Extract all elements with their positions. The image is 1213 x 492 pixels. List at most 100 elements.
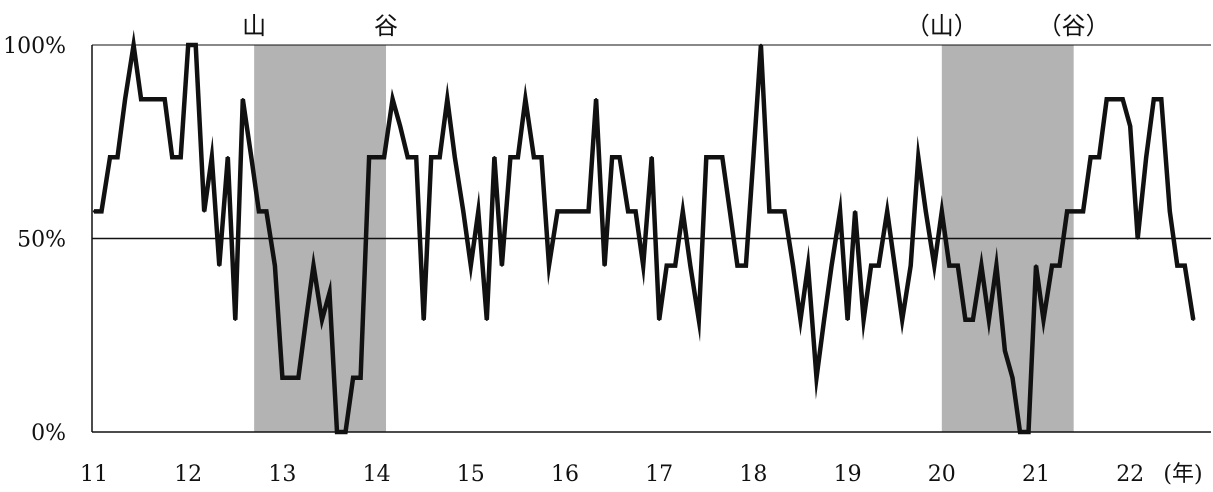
- data-point: [1034, 264, 1038, 267]
- data-point: [775, 210, 779, 213]
- data-point: [618, 156, 621, 159]
- x-tick-label: 21: [1022, 462, 1050, 487]
- data-point: [540, 156, 543, 159]
- data-point: [1121, 98, 1124, 101]
- data-point: [375, 156, 378, 159]
- data-point: [485, 318, 488, 321]
- data-point: [697, 318, 700, 321]
- data-point: [187, 43, 190, 47]
- data-point: [179, 156, 182, 159]
- data-point: [603, 264, 606, 267]
- data-point: [658, 318, 661, 321]
- x-tick-label: 12: [174, 462, 202, 487]
- data-point: [806, 264, 810, 267]
- x-tick-label: 16: [551, 462, 579, 487]
- data-point: [917, 156, 920, 159]
- data-point: [500, 264, 504, 267]
- x-tick-label: 11: [80, 462, 108, 487]
- data-point: [462, 210, 465, 213]
- data-point: [288, 376, 292, 379]
- data-point: [1042, 318, 1045, 321]
- data-point: [768, 210, 771, 213]
- data-point: [1011, 376, 1014, 379]
- data-point: [116, 156, 119, 159]
- x-tick-labels: 11 12 13 14 15 16 17 18 19 20 21 22 (年): [80, 462, 1203, 487]
- data-point: [877, 264, 880, 267]
- data-point: [406, 156, 409, 159]
- data-point: [940, 210, 943, 213]
- data-point: [626, 210, 630, 213]
- data-point: [1192, 318, 1195, 321]
- y-tick-label: 50%: [17, 228, 66, 253]
- data-point: [1081, 210, 1085, 213]
- data-point: [320, 318, 324, 321]
- data-point: [933, 264, 936, 267]
- data-point: [705, 156, 708, 159]
- data-point: [516, 156, 520, 159]
- data-point: [547, 264, 551, 267]
- data-point: [971, 318, 975, 321]
- data-point: [382, 156, 386, 159]
- data-point: [250, 156, 253, 159]
- trough-label-1: 谷: [374, 12, 398, 40]
- data-point: [799, 318, 802, 321]
- data-point: [1074, 210, 1077, 213]
- y-tick-label: 100%: [3, 34, 66, 59]
- data-point: [1136, 237, 1139, 240]
- data-point: [304, 318, 308, 321]
- data-point: [265, 210, 268, 213]
- data-point: [1065, 210, 1069, 213]
- data-point: [744, 264, 748, 267]
- data-point: [257, 210, 261, 213]
- data-point: [359, 376, 362, 379]
- data-point: [524, 98, 527, 101]
- data-point: [163, 98, 166, 101]
- data-point: [367, 156, 371, 159]
- x-tick-label: 22: [1116, 462, 1144, 487]
- data-point: [869, 264, 873, 267]
- data-point: [759, 43, 763, 47]
- data-point: [901, 318, 904, 321]
- data-point: [328, 291, 331, 294]
- data-point: [210, 156, 213, 159]
- data-point: [438, 156, 441, 159]
- phase-labels: 山 谷 （山） （谷）: [242, 12, 1110, 40]
- data-point: [1113, 98, 1116, 101]
- data-point: [909, 264, 912, 267]
- x-tick-label: 13: [268, 462, 296, 487]
- data-point: [1183, 264, 1187, 267]
- data-point: [689, 264, 692, 267]
- data-point: [446, 98, 449, 101]
- data-point: [297, 376, 300, 379]
- data-point: [422, 318, 425, 321]
- data-point: [956, 264, 959, 267]
- data-point: [665, 264, 668, 267]
- data-point: [822, 318, 826, 321]
- data-point: [241, 98, 244, 101]
- data-point: [273, 264, 277, 267]
- data-point: [453, 156, 456, 159]
- data-point: [1152, 98, 1156, 101]
- data-point: [123, 98, 127, 101]
- trough-label-2: （谷）: [1038, 12, 1110, 40]
- data-point: [791, 264, 795, 267]
- data-point: [634, 210, 637, 213]
- data-point: [509, 156, 512, 159]
- data-point: [415, 156, 418, 159]
- data-point: [1168, 210, 1172, 213]
- data-point: [736, 264, 739, 267]
- data-point: [1058, 264, 1061, 267]
- data-point: [171, 156, 174, 159]
- data-point: [312, 264, 315, 267]
- data-point: [556, 210, 559, 213]
- data-point: [281, 376, 284, 379]
- data-point: [1050, 264, 1054, 267]
- data-point: [335, 430, 339, 434]
- data-point: [1027, 430, 1030, 434]
- data-point: [147, 98, 150, 101]
- data-point: [783, 210, 786, 213]
- data-point: [712, 156, 715, 159]
- data-point: [862, 318, 865, 321]
- data-point: [194, 43, 197, 47]
- data-point: [610, 156, 614, 159]
